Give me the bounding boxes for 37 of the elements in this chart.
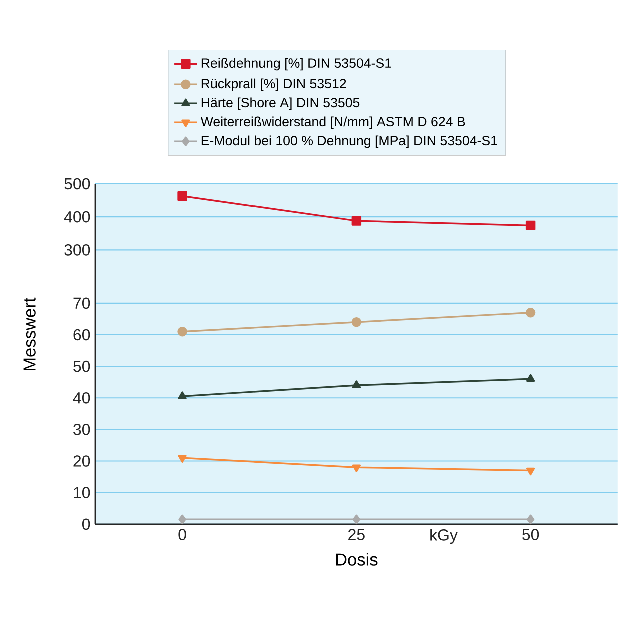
point xyxy=(352,464,362,472)
y-tick-label: 60 xyxy=(74,329,90,341)
point xyxy=(352,317,362,328)
y-tick-label: 30 xyxy=(74,424,90,436)
point xyxy=(526,514,535,525)
x-axis-title: Dosis xyxy=(336,553,378,566)
point xyxy=(178,514,186,525)
legend-label: Weiterreißwiderstand [N/mm] ASTM D 624 B xyxy=(200,116,466,130)
point xyxy=(526,374,536,382)
y-tick-label: 40 xyxy=(73,392,90,404)
y-axis-title: Messwert xyxy=(24,298,36,371)
point xyxy=(178,392,187,400)
y-tick-label: 500 xyxy=(64,178,90,190)
point xyxy=(178,326,188,337)
x-tick-label: 25 xyxy=(348,529,365,540)
legend-label: Reißdehnung [%] DIN 53504-S1 xyxy=(202,58,392,71)
y-tick-label: 10 xyxy=(74,487,90,498)
x-tick-label: kGy xyxy=(430,529,458,544)
point xyxy=(526,468,536,476)
y-tick-label: 20 xyxy=(74,456,90,467)
point xyxy=(526,308,536,318)
x-tick-label: 50 xyxy=(522,529,540,540)
y-tick-label: 0 xyxy=(82,518,90,530)
y-tick-label: 50 xyxy=(74,360,90,372)
legend-label: E-Modul bei 100 % Dehnung [MPa] DIN 53504-S1 xyxy=(202,136,498,148)
y-tick-label: 300 xyxy=(64,244,90,256)
point xyxy=(178,455,187,463)
x-tick-label: 0 xyxy=(178,529,186,540)
point xyxy=(178,191,188,202)
point xyxy=(352,514,361,525)
legend-label: Rückprall [%] DIN 53512 xyxy=(202,78,346,92)
point xyxy=(352,380,362,388)
legend-label: Härte [Shore A] DIN 53505 xyxy=(202,98,360,110)
y-tick-label: 400 xyxy=(64,211,90,223)
point xyxy=(526,220,536,231)
point xyxy=(352,216,362,226)
y-tick-label: 70 xyxy=(74,298,90,310)
